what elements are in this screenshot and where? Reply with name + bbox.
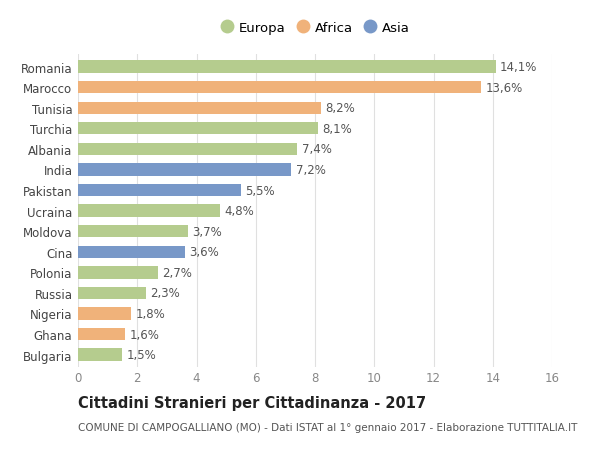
- Bar: [78, 349, 122, 361]
- Text: 13,6%: 13,6%: [485, 81, 523, 95]
- Text: 8,1%: 8,1%: [322, 123, 352, 135]
- Text: 7,4%: 7,4%: [302, 143, 332, 156]
- Text: 7,2%: 7,2%: [296, 163, 326, 177]
- Bar: [78, 308, 131, 320]
- Legend: Europa, Africa, Asia: Europa, Africa, Asia: [217, 18, 413, 39]
- Text: Cittadini Stranieri per Cittadinanza - 2017: Cittadini Stranieri per Cittadinanza - 2…: [78, 395, 426, 410]
- Text: 1,8%: 1,8%: [136, 308, 166, 320]
- Bar: [78, 267, 158, 279]
- Bar: [78, 185, 241, 197]
- Text: 3,7%: 3,7%: [192, 225, 222, 238]
- Text: 1,5%: 1,5%: [127, 348, 157, 361]
- Bar: [78, 102, 321, 115]
- Bar: [78, 287, 146, 299]
- Bar: [78, 225, 188, 238]
- Text: 3,6%: 3,6%: [189, 246, 219, 259]
- Bar: [78, 246, 185, 258]
- Text: 8,2%: 8,2%: [325, 102, 355, 115]
- Bar: [78, 205, 220, 217]
- Bar: [78, 123, 318, 135]
- Bar: [78, 82, 481, 94]
- Text: COMUNE DI CAMPOGALLIANO (MO) - Dati ISTAT al 1° gennaio 2017 - Elaborazione TUTT: COMUNE DI CAMPOGALLIANO (MO) - Dati ISTA…: [78, 422, 577, 432]
- Text: 4,8%: 4,8%: [224, 205, 254, 218]
- Text: 14,1%: 14,1%: [500, 61, 538, 74]
- Text: 1,6%: 1,6%: [130, 328, 160, 341]
- Bar: [78, 328, 125, 341]
- Text: 5,5%: 5,5%: [245, 184, 275, 197]
- Text: 2,7%: 2,7%: [163, 266, 193, 279]
- Bar: [78, 61, 496, 73]
- Bar: [78, 164, 292, 176]
- Bar: [78, 143, 297, 156]
- Text: 2,3%: 2,3%: [151, 287, 181, 300]
